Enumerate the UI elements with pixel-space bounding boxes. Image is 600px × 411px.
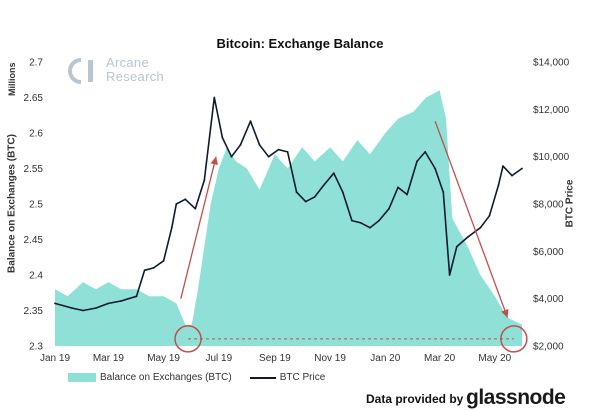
tick-layer: Jan 19 Mar 19 May 19 Jul 19 Sep 19 Nov 19 Jan …	[24, 58, 570, 365]
price-point	[71, 307, 74, 309]
price-point	[511, 174, 513, 177]
price-point	[397, 186, 399, 189]
y-tick-label: 2.5	[29, 200, 43, 211]
price-point	[221, 136, 224, 139]
price-point	[267, 155, 270, 158]
price-point	[184, 198, 187, 201]
x-tick-label: Mar 20	[424, 353, 456, 364]
price-point	[351, 219, 353, 222]
btc-price-line	[54, 96, 523, 312]
y2-tick-label: $12,000	[533, 105, 570, 116]
area-layer	[55, 90, 522, 347]
line-layer	[54, 96, 523, 312]
price-point	[277, 148, 280, 151]
y2-tick-label: $2,000	[533, 342, 564, 353]
x-tick-label: Jan 20	[370, 353, 400, 364]
glassnode-logo: glassnode	[466, 386, 566, 409]
price-point	[455, 245, 458, 248]
price-point	[286, 151, 289, 153]
y-tick-label: 2.45	[24, 235, 44, 246]
price-point	[162, 259, 165, 262]
price-point	[203, 179, 206, 182]
price-point	[304, 200, 307, 203]
price-point	[313, 196, 316, 198]
price-point	[152, 267, 155, 269]
price-point	[332, 172, 335, 175]
legend-swatch-balance	[68, 373, 96, 382]
price-point	[107, 302, 110, 305]
y-tick-label: 2.3	[29, 342, 43, 353]
arcane-research-logo-icon	[68, 58, 93, 84]
legend: Balance on Exchanges (BTC) BTC Price	[68, 372, 325, 383]
price-point	[213, 96, 216, 99]
price-point	[502, 165, 504, 168]
price-point	[175, 203, 178, 205]
x-tick-label: Mar 19	[93, 353, 125, 364]
price-point	[466, 236, 469, 239]
legend-label-balance: Balance on Exchanges (BTC)	[100, 372, 232, 383]
price-point	[416, 160, 418, 163]
price-point	[170, 226, 173, 229]
price-point	[424, 151, 427, 153]
y-tick-label: 2.6	[29, 129, 43, 140]
trend-arrow	[434, 120, 509, 318]
x-tick-label: Nov 19	[314, 353, 346, 364]
logo-line-2: Research	[106, 69, 165, 84]
price-point	[230, 155, 233, 158]
logo-line-1: Arcane	[106, 55, 149, 70]
y-tick-label: 2.55	[24, 164, 44, 175]
price-point	[434, 167, 436, 170]
price-point	[442, 191, 445, 194]
price-point	[497, 184, 500, 187]
logo-text: Arcane Research	[106, 56, 164, 84]
y-tick-label: 2.4	[29, 271, 43, 282]
price-point	[82, 309, 84, 312]
data-provided-label: Data provided by	[366, 392, 464, 406]
x-tick-label: May 20	[478, 353, 511, 364]
annotation-layer	[174, 120, 528, 353]
price-point	[120, 300, 122, 302]
price-point	[448, 274, 451, 276]
y2-tick-label: $8,000	[533, 200, 564, 211]
x-tick-label: Jul 19	[205, 353, 232, 364]
price-point	[388, 207, 390, 210]
price-point	[341, 191, 344, 194]
price-point	[143, 269, 146, 272]
price-point	[488, 214, 491, 217]
price-point	[378, 219, 380, 222]
price-point	[479, 226, 482, 229]
price-point	[322, 184, 325, 187]
price-point	[360, 222, 362, 224]
y2-tick-label: $4,000	[533, 294, 564, 305]
trend-arrow	[180, 156, 219, 299]
balance-area-series	[55, 90, 522, 347]
y2-tick-label: $10,000	[533, 152, 570, 163]
x-tick-label: Sep 19	[259, 353, 291, 364]
price-point	[406, 193, 408, 196]
price-point	[249, 120, 252, 123]
price-point	[369, 226, 371, 229]
price-point	[54, 302, 56, 305]
y2-tick-label: $14,000	[533, 58, 570, 69]
legend-swatch-price	[249, 376, 276, 379]
y-tick-label: 2.65	[24, 93, 44, 104]
price-point	[239, 143, 242, 146]
price-point	[135, 295, 138, 298]
y2-tick-label: $6,000	[533, 247, 564, 258]
price-point	[521, 167, 523, 170]
price-point	[94, 307, 97, 309]
y-tick-label: 2.7	[29, 58, 43, 69]
x-tick-label: May 19	[147, 353, 180, 364]
y-tick-label: 2.35	[24, 306, 44, 317]
x-tick-label: Jan 19	[40, 353, 70, 364]
price-point	[258, 143, 261, 146]
chart-title: Bitcoin: Exchange Balance	[216, 36, 384, 51]
legend-label-price: BTC Price	[279, 372, 326, 383]
price-point	[194, 207, 197, 210]
price-point	[295, 191, 298, 194]
